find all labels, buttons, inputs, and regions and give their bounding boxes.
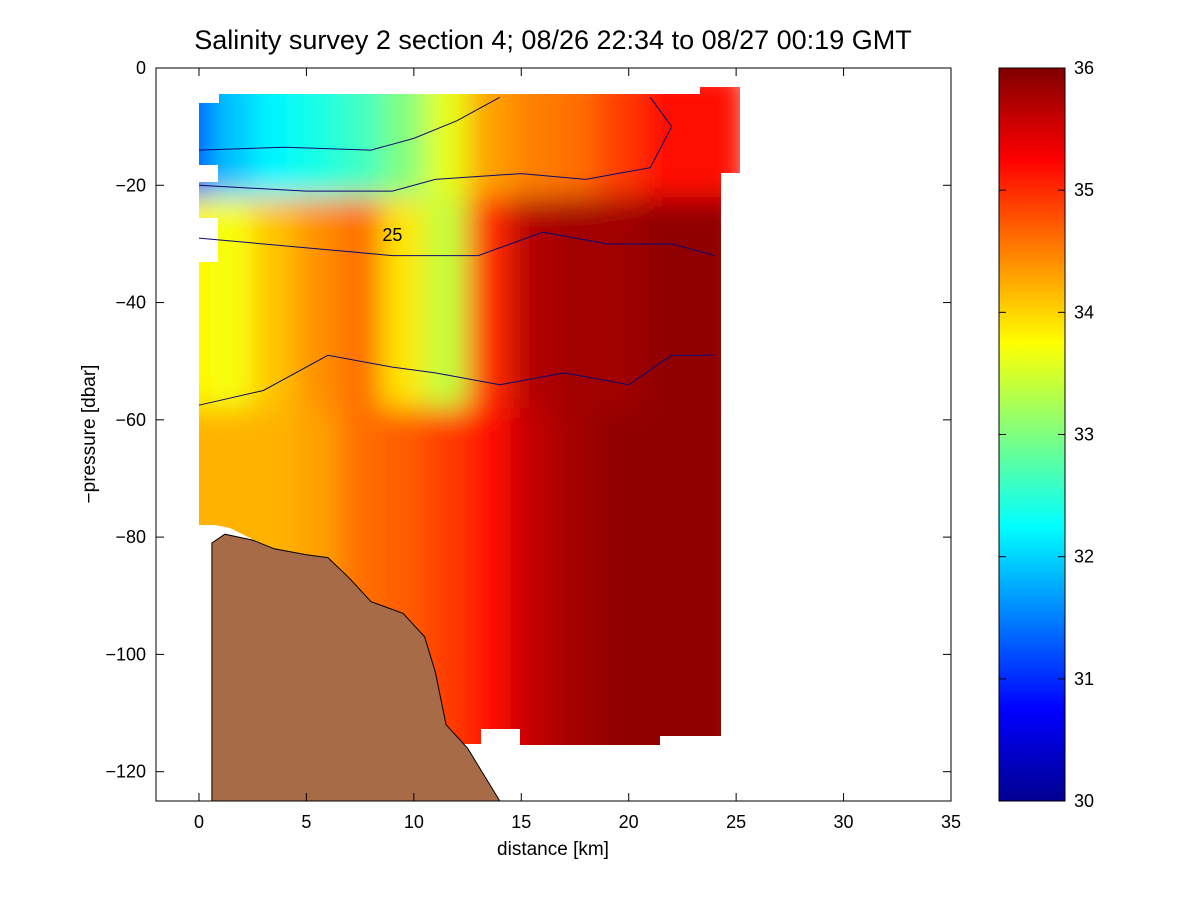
chart-title: Salinity survey 2 section 4; 08/26 22:34… — [194, 25, 911, 55]
y-tick-label: −60 — [115, 410, 146, 430]
colorbar-tick-label: 34 — [1074, 302, 1094, 322]
x-tick-label: 25 — [726, 812, 746, 832]
colorbar-ticks: 30 31 32 33 34 35 36 — [999, 58, 1094, 811]
x-tick-label: 10 — [404, 812, 424, 832]
y-tick-label: −80 — [115, 527, 146, 547]
x-tick-label: 30 — [834, 812, 854, 832]
bathymetry-seafloor — [211, 533, 501, 801]
y-tick-label: −120 — [105, 762, 146, 782]
contour-label: 25 — [382, 225, 402, 245]
y-tick-label: −100 — [105, 644, 146, 664]
colorbar-tick-label: 32 — [1074, 547, 1094, 567]
x-tick-label: 5 — [301, 812, 311, 832]
colorbar-tick-label: 31 — [1074, 669, 1094, 689]
contour-lines — [198, 96, 715, 406]
plot-area: 25 — [155, 67, 952, 802]
contour-line — [198, 97, 673, 192]
x-axis: 0 5 10 15 20 25 30 35 — [194, 68, 961, 832]
colorbar-tick-label: 36 — [1074, 58, 1094, 78]
colorbar-gradient — [999, 68, 1065, 801]
y-axis: 0 −20 −40 −60 −80 −100 −120 — [105, 58, 951, 782]
x-tick-label: 15 — [511, 812, 531, 832]
x-tick-label: 20 — [619, 812, 639, 832]
x-tick-label: 35 — [941, 812, 961, 832]
axes-frame — [155, 67, 952, 802]
y-tick-label: −20 — [115, 175, 146, 195]
contour-line — [198, 354, 715, 406]
y-tick-label: 0 — [136, 58, 146, 78]
contour-line — [198, 231, 715, 257]
x-axis-label: distance [km] — [497, 839, 609, 860]
colorbar-tick-label: 35 — [1074, 180, 1094, 200]
colorbar-tick-label: 33 — [1074, 425, 1094, 445]
colorbar: 30 31 32 33 34 35 36 — [998, 58, 1094, 811]
x-tick-label: 0 — [194, 812, 204, 832]
colorbar-tick-label: 30 — [1074, 791, 1094, 811]
y-axis-label: −pressure [dbar] — [79, 365, 100, 504]
y-tick-label: −40 — [115, 293, 146, 313]
contour-line — [198, 96, 501, 151]
